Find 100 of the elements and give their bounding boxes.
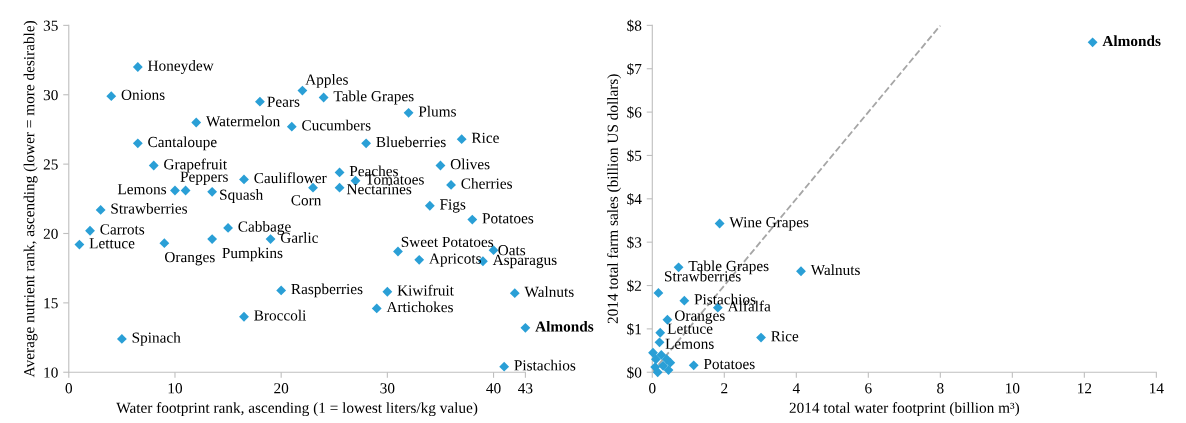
point — [334, 167, 345, 178]
x-tick-label: 0 — [65, 383, 73, 394]
point — [665, 357, 676, 368]
annotation: Honeydew — [147, 60, 214, 74]
point — [467, 214, 478, 225]
annotation: Potatoes — [482, 213, 534, 224]
point — [653, 287, 664, 298]
point — [265, 234, 276, 244]
x-tick-label: 2 — [721, 383, 728, 394]
point — [180, 185, 191, 196]
annotation: Cauliflower — [254, 172, 327, 184]
y-tick-label: 15 — [44, 298, 58, 309]
annotation: Squash — [220, 189, 264, 203]
point — [509, 288, 520, 299]
annotation: Spinach — [132, 332, 181, 346]
point — [520, 322, 531, 333]
annotation: Broccoli — [254, 309, 307, 321]
point — [499, 361, 510, 372]
point — [148, 160, 159, 171]
annotation: Cherries — [461, 178, 512, 189]
y-tick-label: 10 — [44, 367, 58, 378]
point — [318, 92, 329, 103]
annotation: Cantaloupe — [148, 136, 217, 151]
annotation: Raspberries — [291, 283, 363, 298]
point — [132, 138, 143, 149]
point — [85, 225, 95, 236]
point — [191, 117, 202, 128]
annotation: Pears — [267, 96, 300, 107]
point — [403, 107, 414, 118]
point — [207, 186, 218, 197]
annotation: Watermelon — [205, 115, 280, 127]
point — [286, 121, 297, 132]
annotation: Walnuts — [524, 286, 574, 298]
point — [648, 347, 658, 358]
x-tick-label: 43 — [518, 383, 533, 394]
y-axis-title: Average nutrient rank, ascending (lower = more desirable) — [23, 20, 38, 378]
annotation: Pistachios — [514, 359, 576, 371]
series-label: Almonds — [1102, 35, 1161, 47]
point — [371, 303, 382, 314]
y-tick-label: $3 — [627, 236, 642, 249]
point — [116, 334, 127, 344]
y-tick-label: $2 — [627, 279, 642, 292]
annotation: Oats — [498, 245, 526, 256]
annotation: Oranges — [674, 310, 725, 324]
point — [796, 266, 806, 277]
annotation: Asparagus — [492, 254, 557, 269]
point — [650, 362, 661, 372]
point — [663, 365, 674, 375]
annotation: Lettuce — [89, 238, 135, 249]
annotation: Onions — [121, 89, 165, 100]
annotation: Rice — [771, 331, 799, 342]
point — [382, 286, 393, 297]
y-tick-label: 35 — [43, 20, 58, 31]
annotation: Blueberries — [376, 136, 446, 148]
annotation: Lemons — [117, 184, 167, 195]
x-tick-label: 0 — [649, 383, 656, 394]
x-axis-title: 2014 total water footprint (billion m³) — [789, 402, 1020, 417]
point — [255, 96, 265, 107]
annotation: Wine Grapes — [729, 217, 809, 231]
x-tick-label: 40 — [486, 383, 501, 394]
annotation: Carrots — [100, 224, 145, 235]
x-tick-label: 4 — [792, 383, 800, 394]
x-tick-label: 10 — [168, 383, 183, 394]
annotation: Strawberries — [111, 202, 188, 214]
x-tick-label: 14 — [1150, 383, 1164, 394]
point — [1087, 37, 1098, 48]
y-tick-label: $8 — [627, 19, 642, 32]
annotation: Figs — [439, 199, 466, 213]
point — [662, 314, 673, 325]
point — [656, 349, 667, 360]
annotation: Apples — [305, 73, 348, 88]
point — [95, 205, 106, 215]
point — [650, 354, 661, 365]
annotation: Apricots — [429, 253, 481, 267]
x-tick-label: 20 — [274, 383, 289, 394]
point — [74, 239, 85, 250]
annotation: Pumpkins — [222, 247, 283, 262]
x-tick-label: 10 — [1006, 383, 1020, 394]
annotation: Potatoes — [703, 358, 755, 370]
y-tick-label: 25 — [43, 159, 58, 170]
annotation: Lemons — [665, 338, 714, 349]
point — [756, 332, 766, 343]
annotation: Grapefruit — [164, 158, 227, 173]
point — [456, 134, 467, 145]
point — [361, 138, 372, 149]
annotation: Kiwifruit — [397, 284, 454, 296]
point — [223, 223, 233, 233]
y-tick-label: 20 — [43, 228, 58, 239]
point — [414, 254, 425, 265]
x-axis-title: Water footprint rank, ascending (1 = lowest liters/kg value) — [116, 402, 478, 417]
point — [424, 200, 435, 211]
x-tick-label: 6 — [865, 383, 872, 394]
y-tick-label: $6 — [627, 106, 642, 119]
annotation: Artichokes — [386, 301, 453, 313]
point — [688, 360, 699, 371]
annotation: Rice — [471, 132, 499, 143]
point — [679, 295, 690, 306]
y-axis-title: 2014 total farm sales (billion US dollars) — [607, 74, 622, 324]
point — [207, 234, 218, 244]
point — [654, 337, 665, 348]
